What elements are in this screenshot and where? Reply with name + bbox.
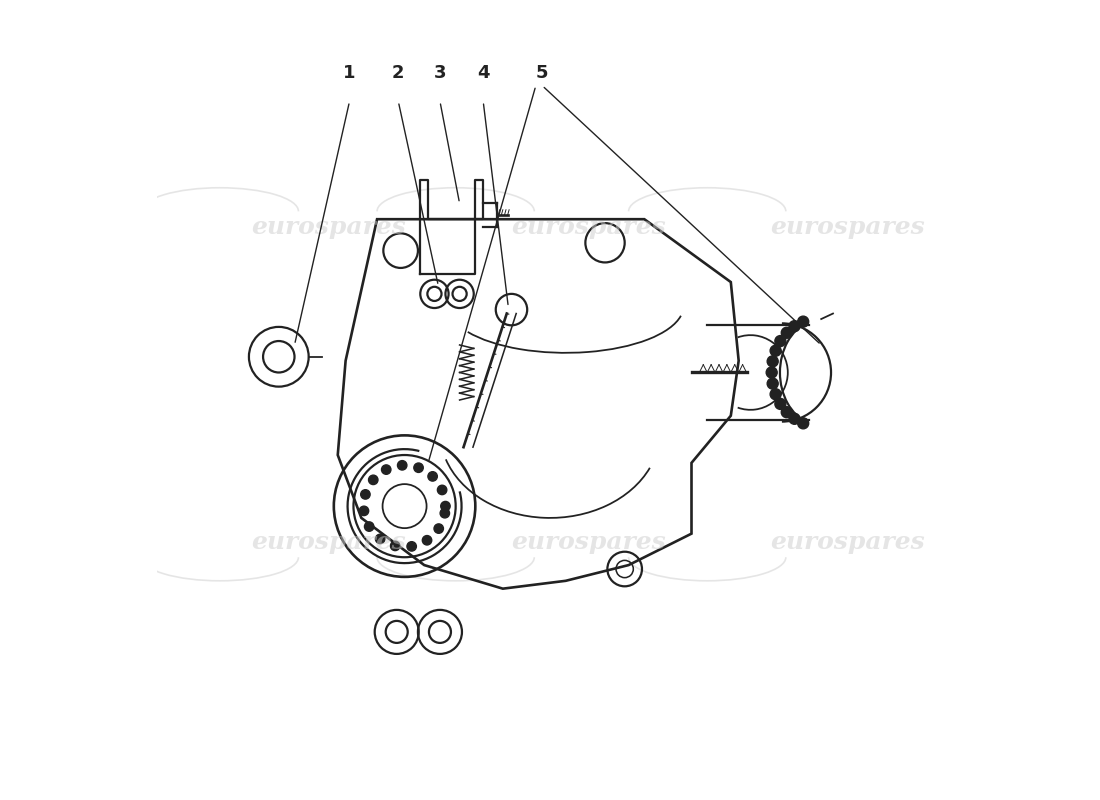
Circle shape (798, 418, 808, 429)
Circle shape (781, 327, 792, 338)
Circle shape (407, 542, 417, 551)
Circle shape (767, 378, 778, 389)
Circle shape (361, 490, 370, 499)
Circle shape (798, 316, 808, 327)
Circle shape (789, 414, 800, 424)
Circle shape (774, 398, 785, 410)
Text: eurospares: eurospares (510, 530, 666, 554)
Circle shape (789, 321, 800, 332)
Circle shape (770, 389, 781, 400)
Circle shape (414, 463, 424, 473)
Circle shape (390, 541, 400, 550)
Text: 1: 1 (343, 64, 355, 82)
Circle shape (368, 475, 378, 485)
Text: 5: 5 (536, 64, 549, 82)
Text: eurospares: eurospares (251, 530, 406, 554)
Text: 2: 2 (392, 64, 405, 82)
Circle shape (434, 524, 443, 534)
Circle shape (364, 522, 374, 531)
Text: eurospares: eurospares (770, 215, 925, 239)
Circle shape (441, 502, 450, 511)
Circle shape (781, 406, 792, 418)
Circle shape (774, 335, 785, 346)
Circle shape (428, 472, 438, 481)
Circle shape (382, 465, 390, 474)
Circle shape (422, 535, 431, 545)
Text: 3: 3 (433, 64, 447, 82)
Circle shape (375, 534, 385, 544)
Circle shape (438, 486, 447, 494)
Text: eurospares: eurospares (510, 215, 666, 239)
Circle shape (767, 356, 778, 367)
Text: 4: 4 (477, 64, 490, 82)
Circle shape (397, 461, 407, 470)
Text: eurospares: eurospares (770, 530, 925, 554)
Text: eurospares: eurospares (251, 215, 406, 239)
Circle shape (360, 506, 368, 515)
Circle shape (440, 509, 450, 518)
Circle shape (770, 346, 781, 356)
Circle shape (767, 367, 778, 378)
